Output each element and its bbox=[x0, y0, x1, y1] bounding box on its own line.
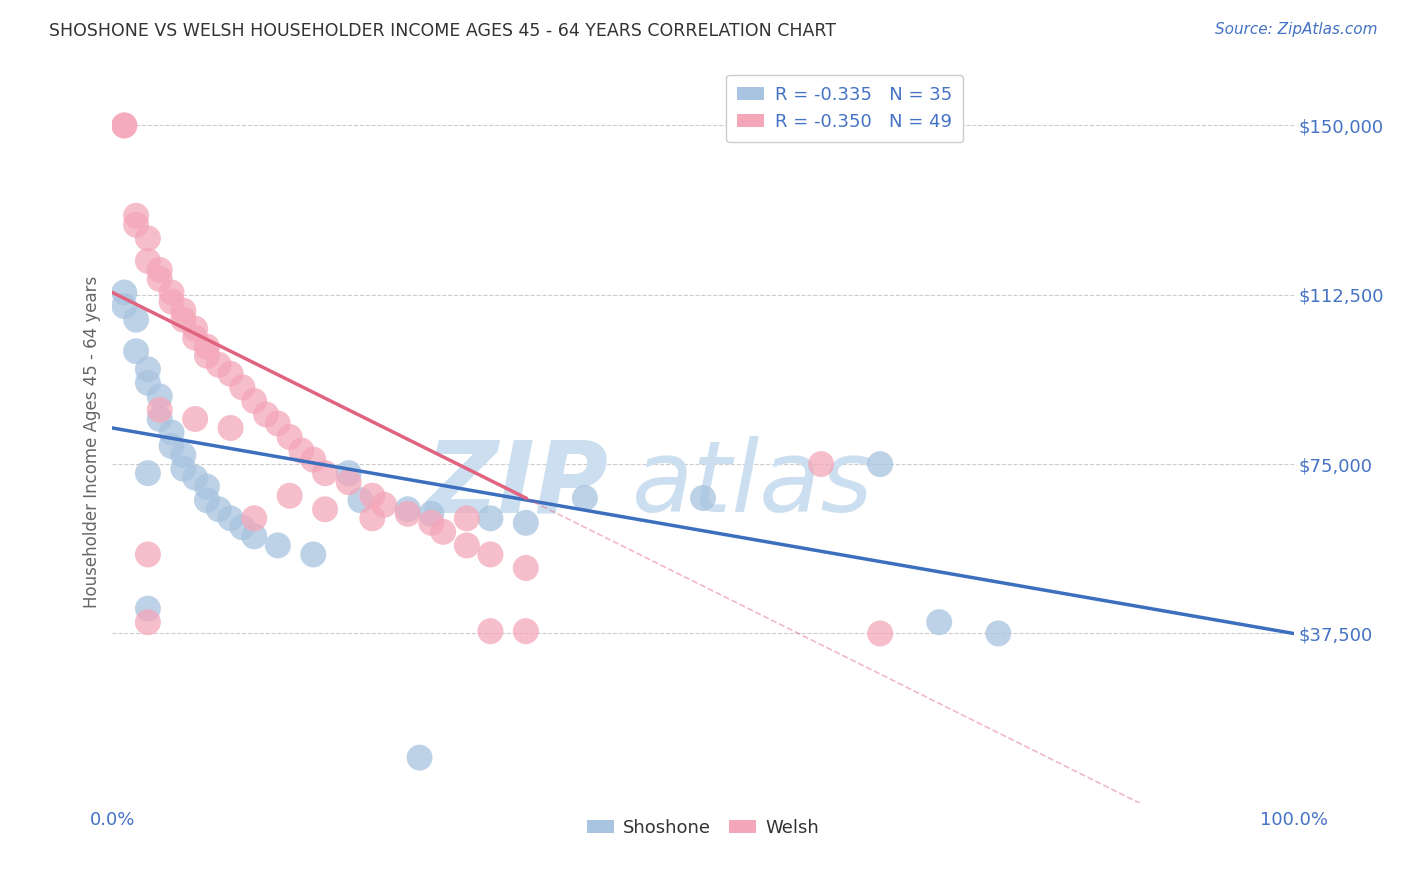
Y-axis label: Householder Income Ages 45 - 64 years: Householder Income Ages 45 - 64 years bbox=[83, 276, 101, 607]
Point bbox=[432, 524, 454, 539]
Point bbox=[479, 548, 502, 562]
Point bbox=[515, 624, 537, 639]
Point bbox=[314, 502, 336, 516]
Point bbox=[396, 502, 419, 516]
Point bbox=[149, 403, 172, 417]
Point bbox=[869, 626, 891, 640]
Point bbox=[136, 466, 159, 480]
Point bbox=[184, 412, 207, 426]
Point bbox=[112, 285, 135, 300]
Point bbox=[243, 511, 266, 525]
Point bbox=[195, 349, 218, 363]
Point bbox=[184, 331, 207, 345]
Point bbox=[219, 421, 242, 435]
Point bbox=[195, 480, 218, 494]
Point bbox=[136, 548, 159, 562]
Point bbox=[208, 358, 231, 372]
Point bbox=[208, 502, 231, 516]
Point bbox=[125, 218, 148, 232]
Point bbox=[136, 601, 159, 615]
Point bbox=[278, 430, 301, 444]
Point bbox=[361, 511, 384, 525]
Point bbox=[125, 209, 148, 223]
Point bbox=[160, 425, 183, 440]
Point bbox=[987, 626, 1010, 640]
Point bbox=[337, 475, 360, 490]
Point bbox=[136, 253, 159, 268]
Point bbox=[243, 393, 266, 408]
Point bbox=[456, 511, 478, 525]
Point bbox=[515, 516, 537, 530]
Point bbox=[149, 272, 172, 286]
Point bbox=[136, 615, 159, 630]
Point bbox=[195, 340, 218, 354]
Point bbox=[373, 498, 395, 512]
Point bbox=[136, 362, 159, 376]
Text: SHOSHONE VS WELSH HOUSEHOLDER INCOME AGES 45 - 64 YEARS CORRELATION CHART: SHOSHONE VS WELSH HOUSEHOLDER INCOME AGE… bbox=[49, 22, 837, 40]
Point bbox=[302, 452, 325, 467]
Point bbox=[112, 299, 135, 313]
Point bbox=[420, 507, 443, 521]
Point bbox=[160, 294, 183, 309]
Point bbox=[420, 516, 443, 530]
Point bbox=[574, 491, 596, 505]
Point bbox=[349, 493, 371, 508]
Point bbox=[172, 461, 194, 475]
Point bbox=[231, 380, 253, 394]
Point bbox=[515, 561, 537, 575]
Point bbox=[136, 231, 159, 245]
Point bbox=[408, 750, 430, 764]
Point bbox=[172, 303, 194, 318]
Point bbox=[125, 344, 148, 359]
Text: ZIP: ZIP bbox=[426, 436, 609, 533]
Point bbox=[231, 520, 253, 534]
Point bbox=[396, 507, 419, 521]
Text: Source: ZipAtlas.com: Source: ZipAtlas.com bbox=[1215, 22, 1378, 37]
Point bbox=[184, 470, 207, 484]
Point bbox=[302, 548, 325, 562]
Point bbox=[361, 489, 384, 503]
Point bbox=[243, 529, 266, 543]
Point bbox=[869, 457, 891, 471]
Point bbox=[267, 417, 290, 431]
Point bbox=[112, 119, 135, 133]
Point bbox=[267, 538, 290, 552]
Point bbox=[337, 466, 360, 480]
Point bbox=[160, 285, 183, 300]
Text: atlas: atlas bbox=[633, 436, 873, 533]
Point bbox=[219, 367, 242, 381]
Point bbox=[149, 389, 172, 403]
Point bbox=[149, 412, 172, 426]
Point bbox=[928, 615, 950, 630]
Point bbox=[479, 511, 502, 525]
Legend: Shoshone, Welsh: Shoshone, Welsh bbox=[579, 812, 827, 845]
Point bbox=[290, 443, 312, 458]
Point bbox=[692, 491, 714, 505]
Point bbox=[219, 511, 242, 525]
Point bbox=[456, 538, 478, 552]
Point bbox=[278, 489, 301, 503]
Point bbox=[160, 439, 183, 453]
Point bbox=[112, 119, 135, 133]
Point bbox=[254, 408, 277, 422]
Point bbox=[125, 312, 148, 326]
Point bbox=[149, 263, 172, 277]
Point bbox=[172, 312, 194, 326]
Point bbox=[136, 376, 159, 390]
Point bbox=[479, 624, 502, 639]
Point bbox=[314, 466, 336, 480]
Point bbox=[172, 448, 194, 462]
Point bbox=[810, 457, 832, 471]
Point bbox=[184, 321, 207, 335]
Point bbox=[195, 493, 218, 508]
